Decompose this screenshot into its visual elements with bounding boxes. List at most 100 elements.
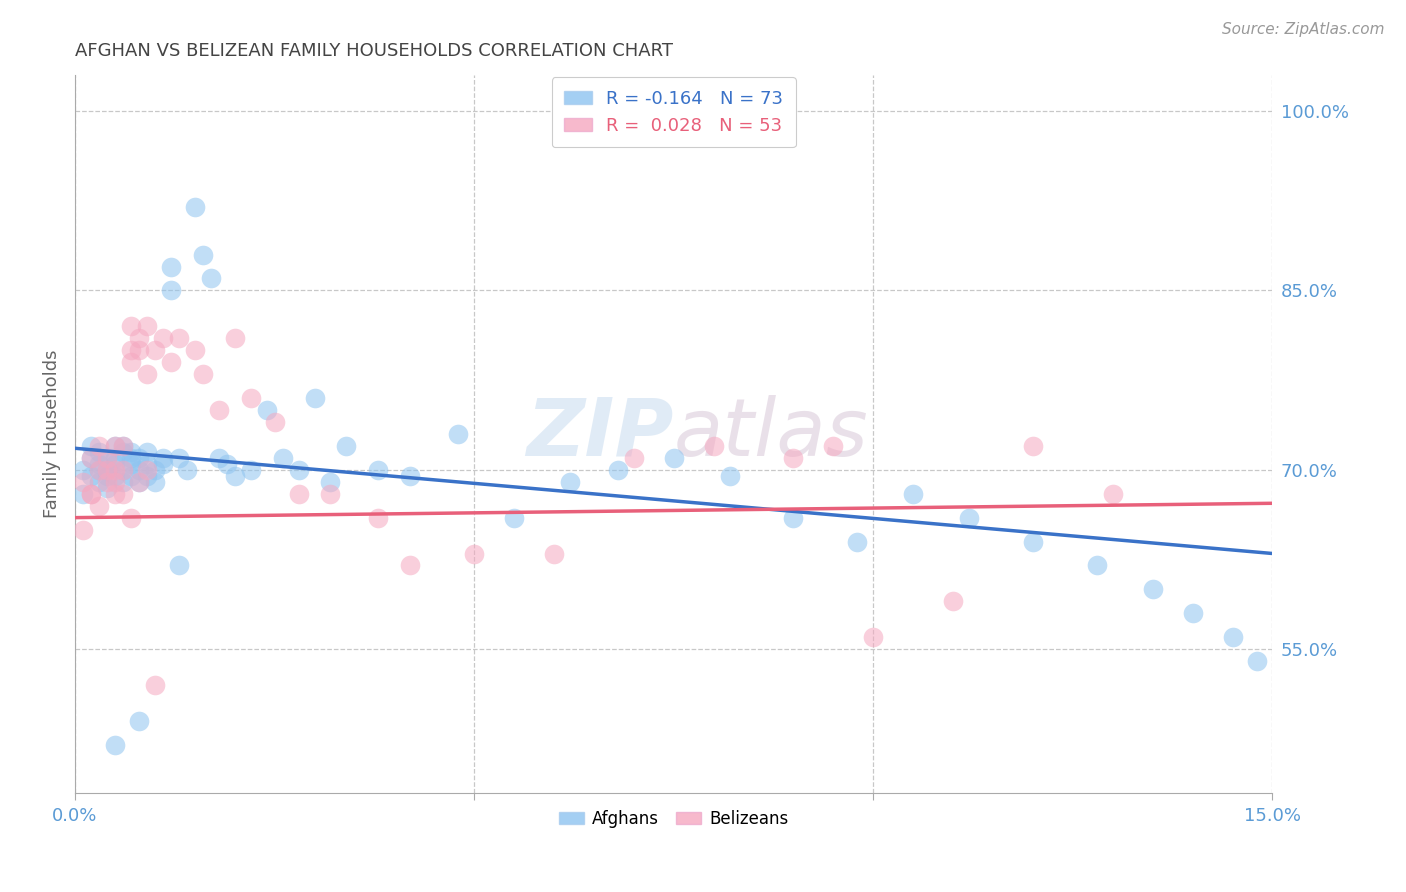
Point xyxy=(111,463,134,477)
Text: AFGHAN VS BELIZEAN FAMILY HOUSEHOLDS CORRELATION CHART: AFGHAN VS BELIZEAN FAMILY HOUSEHOLDS COR… xyxy=(75,42,673,60)
Point xyxy=(104,486,127,500)
Point xyxy=(335,439,357,453)
Point xyxy=(87,463,110,477)
Point xyxy=(263,415,285,429)
Point xyxy=(606,463,628,477)
Point xyxy=(823,439,845,453)
Point xyxy=(120,510,142,524)
Point xyxy=(96,450,118,465)
Text: ZIP: ZIP xyxy=(526,395,673,473)
Point xyxy=(184,200,207,214)
Point xyxy=(143,475,166,489)
Point xyxy=(152,331,174,345)
Point xyxy=(862,630,884,644)
Point xyxy=(120,319,142,334)
Point xyxy=(1246,654,1268,668)
Point xyxy=(120,445,142,459)
Point xyxy=(167,450,190,465)
Point xyxy=(87,445,110,459)
Point xyxy=(72,463,94,477)
Point xyxy=(319,475,342,489)
Point xyxy=(367,510,389,524)
Point xyxy=(111,463,134,477)
Point xyxy=(367,463,389,477)
Point xyxy=(96,475,118,489)
Point xyxy=(104,468,127,483)
Point xyxy=(191,367,214,381)
Point xyxy=(159,260,181,274)
Point xyxy=(159,355,181,369)
Point xyxy=(957,510,980,524)
Point xyxy=(111,486,134,500)
Point xyxy=(1085,558,1108,573)
Point xyxy=(623,450,645,465)
Point xyxy=(167,331,190,345)
Point xyxy=(135,468,157,483)
Point xyxy=(256,403,278,417)
Point xyxy=(135,457,157,471)
Point xyxy=(104,463,127,477)
Point xyxy=(463,547,485,561)
Point xyxy=(399,558,422,573)
Point xyxy=(96,468,118,483)
Point xyxy=(80,486,103,500)
Point xyxy=(239,463,262,477)
Point xyxy=(782,510,804,524)
Point xyxy=(80,486,103,500)
Point xyxy=(72,486,94,500)
Point xyxy=(72,523,94,537)
Point xyxy=(543,547,565,561)
Point xyxy=(1222,630,1244,644)
Point xyxy=(143,678,166,692)
Point xyxy=(1101,486,1123,500)
Point xyxy=(128,475,150,489)
Point xyxy=(104,439,127,453)
Point xyxy=(120,343,142,358)
Point xyxy=(239,391,262,405)
Point xyxy=(319,486,342,500)
Point xyxy=(1022,534,1045,549)
Point xyxy=(159,284,181,298)
Point xyxy=(80,468,103,483)
Point xyxy=(96,450,118,465)
Point xyxy=(72,475,94,489)
Point xyxy=(111,475,134,489)
Point xyxy=(87,499,110,513)
Point xyxy=(111,445,134,459)
Point xyxy=(87,439,110,453)
Point xyxy=(399,468,422,483)
Point xyxy=(128,450,150,465)
Point xyxy=(942,594,965,608)
Point xyxy=(135,319,157,334)
Point xyxy=(703,439,725,453)
Point xyxy=(104,475,127,489)
Point xyxy=(135,367,157,381)
Point xyxy=(503,510,526,524)
Point xyxy=(80,450,103,465)
Text: atlas: atlas xyxy=(673,395,869,473)
Point xyxy=(208,403,231,417)
Point xyxy=(143,463,166,477)
Point xyxy=(104,439,127,453)
Point xyxy=(80,439,103,453)
Point xyxy=(87,475,110,489)
Point xyxy=(111,439,134,453)
Point xyxy=(662,450,685,465)
Legend: Afghans, Belizeans: Afghans, Belizeans xyxy=(553,803,796,835)
Point xyxy=(200,271,222,285)
Point xyxy=(287,486,309,500)
Point xyxy=(718,468,741,483)
Point xyxy=(846,534,869,549)
Point xyxy=(184,343,207,358)
Point xyxy=(176,463,198,477)
Point xyxy=(128,331,150,345)
Point xyxy=(447,426,470,441)
Point xyxy=(96,481,118,495)
Text: Source: ZipAtlas.com: Source: ZipAtlas.com xyxy=(1222,22,1385,37)
Point xyxy=(104,457,127,471)
Point xyxy=(128,463,150,477)
Point xyxy=(1142,582,1164,597)
Point xyxy=(143,343,166,358)
Point xyxy=(224,468,246,483)
Point xyxy=(104,738,127,752)
